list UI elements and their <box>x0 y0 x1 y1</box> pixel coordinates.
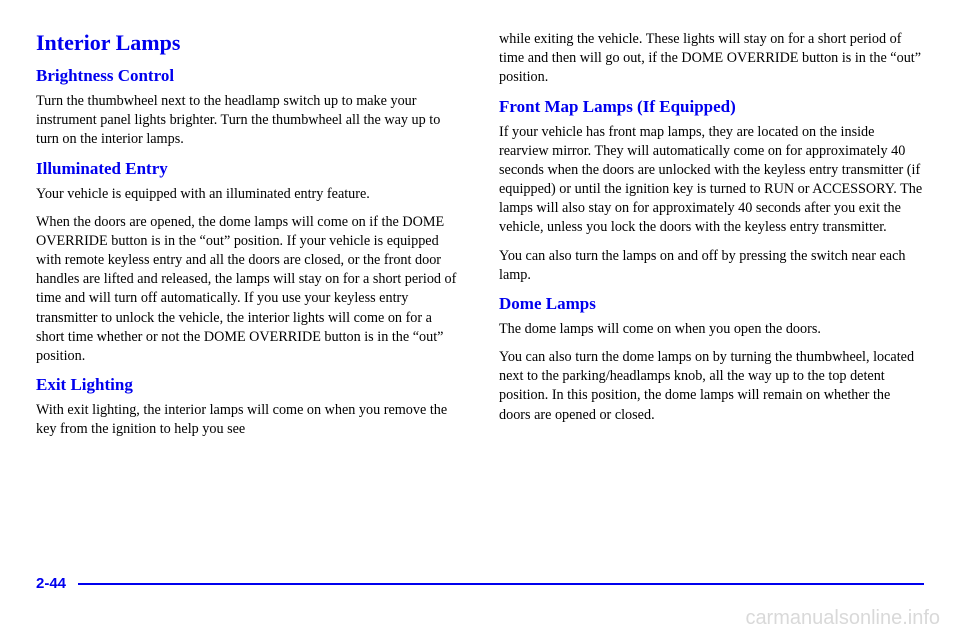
section-heading-exit-lighting: Exit Lighting <box>36 375 461 395</box>
main-heading: Interior Lamps <box>36 30 461 56</box>
page-footer: 2-44 <box>36 575 924 592</box>
watermark-text: carmanualsonline.info <box>745 607 940 630</box>
body-text: Turn the thumbwheel next to the headlamp… <box>36 92 461 150</box>
footer-rule <box>78 583 924 585</box>
page-content: Interior Lamps Brightness Control Turn t… <box>0 0 960 448</box>
left-column: Interior Lamps Brightness Control Turn t… <box>36 30 461 448</box>
page-number: 2-44 <box>36 575 66 592</box>
body-text: You can also turn the lamps on and off b… <box>499 247 924 285</box>
body-text: If your vehicle has front map lamps, the… <box>499 123 924 238</box>
body-text: while exiting the vehicle. These lights … <box>499 30 924 88</box>
section-heading-front-map-lamps: Front Map Lamps (If Equipped) <box>499 97 924 117</box>
body-text: Your vehicle is equipped with an illumin… <box>36 185 461 204</box>
right-column: while exiting the vehicle. These lights … <box>499 30 924 448</box>
section-heading-dome-lamps: Dome Lamps <box>499 294 924 314</box>
section-heading-brightness: Brightness Control <box>36 66 461 86</box>
body-text: You can also turn the dome lamps on by t… <box>499 348 924 425</box>
body-text: When the doors are opened, the dome lamp… <box>36 213 461 366</box>
section-heading-illuminated-entry: Illuminated Entry <box>36 159 461 179</box>
body-text: The dome lamps will come on when you ope… <box>499 320 924 339</box>
body-text: With exit lighting, the interior lamps w… <box>36 401 461 439</box>
